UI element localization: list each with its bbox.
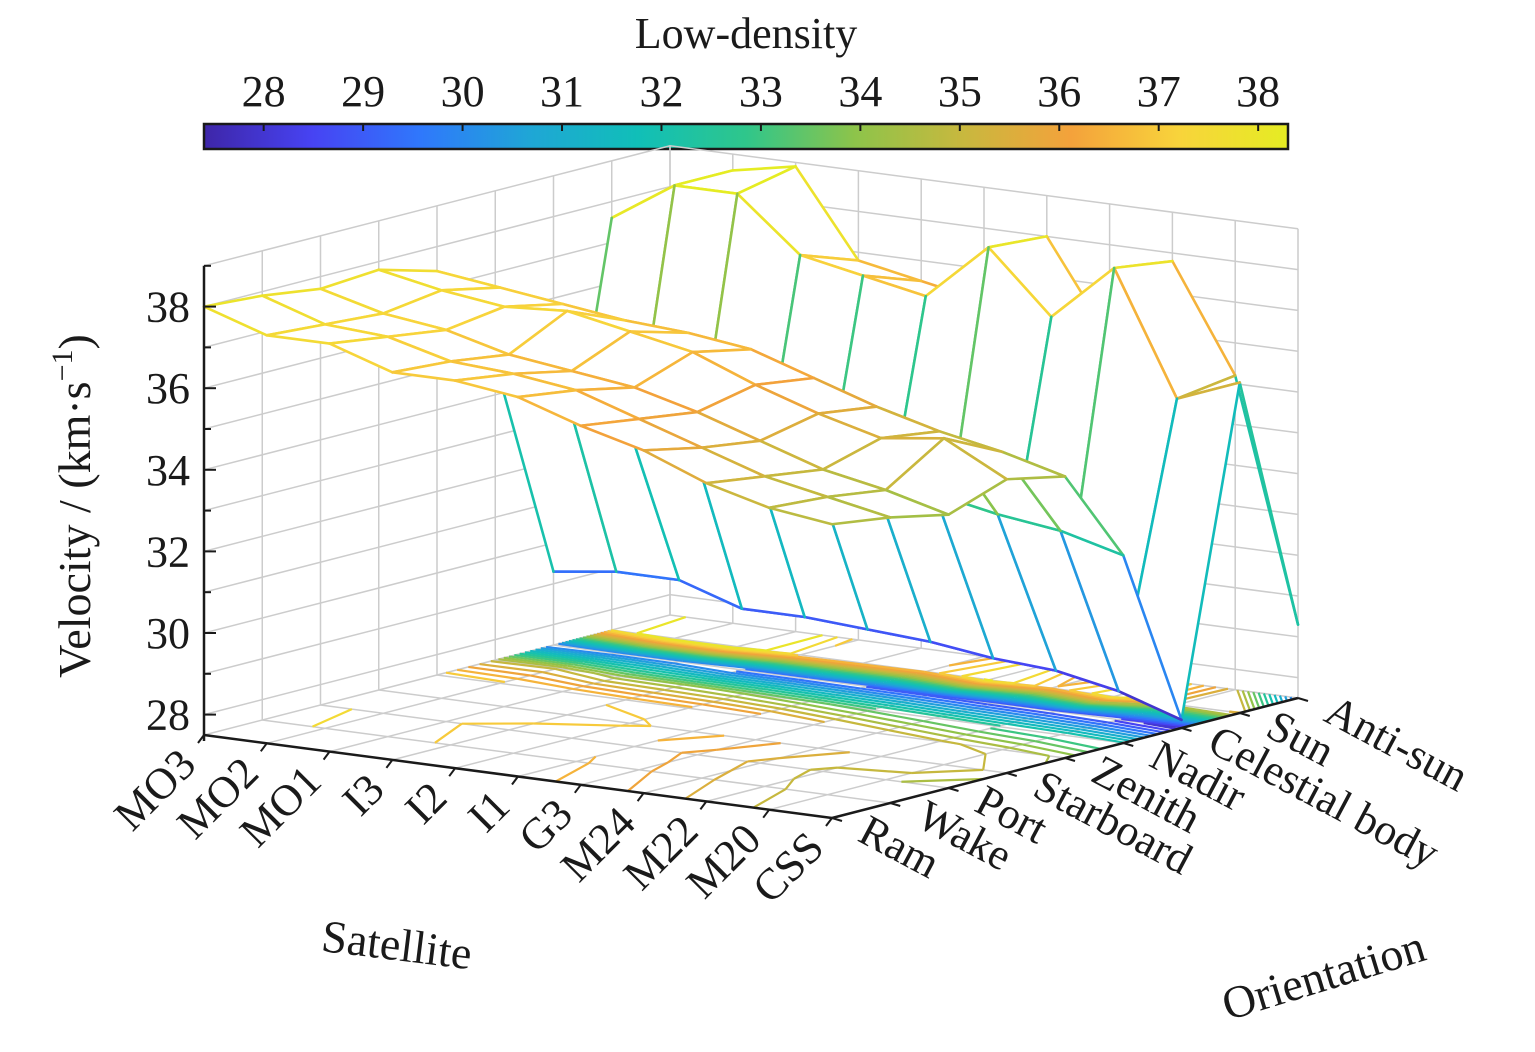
- x-tick-mark: [575, 785, 581, 793]
- contour-segment: [664, 690, 723, 699]
- contour-segment: [1035, 741, 1088, 752]
- contour-segment: [984, 679, 988, 680]
- contour-segment: [857, 714, 912, 724]
- x-tick-mark: [512, 777, 518, 785]
- y-tick-mark: [1123, 743, 1133, 746]
- colorbar-tick-labels: 28 29 30 31 32 33 34 35 36 37 38: [242, 67, 1280, 116]
- x-tick-mark: [386, 760, 392, 768]
- contour-segment: [435, 724, 462, 743]
- satellite-tick-label: I2: [396, 773, 457, 834]
- x-tick-mark: [324, 752, 330, 760]
- contour-segment: [900, 727, 954, 738]
- z-tick-label: 30: [146, 609, 190, 658]
- colorbar-tick-label: 35: [938, 67, 982, 116]
- satellite-tick-label: I1: [459, 781, 520, 842]
- contour-segment: [583, 686, 642, 695]
- contour-segment: [534, 723, 620, 725]
- z-tick-label: 38: [146, 283, 190, 332]
- colorbar-tick-label: 38: [1236, 67, 1280, 116]
- x-tick-mark: [763, 810, 769, 818]
- contour-segment: [978, 731, 1035, 741]
- y-axis-label: Orientation: [1216, 920, 1431, 1030]
- contour-segment: [966, 735, 1022, 745]
- contour-segment: [983, 754, 985, 770]
- contour-segment: [530, 675, 583, 686]
- surface-mesh-edge: [630, 332, 688, 333]
- colorbar-tick-label: 30: [441, 67, 485, 116]
- contour-segment: [606, 705, 645, 720]
- contour-segment: [653, 693, 713, 702]
- contour-segment: [543, 672, 594, 683]
- colorbar-tick-label: 28: [242, 67, 286, 116]
- surface-mesh-edge: [379, 270, 437, 271]
- y-tick-mark: [949, 788, 959, 791]
- z-axis-label-exponent: −1: [46, 350, 79, 382]
- z-tick-label: 34: [146, 446, 190, 495]
- contour-segment: [604, 681, 664, 690]
- contour-segment: [1275, 695, 1278, 703]
- y-tick-mark: [1240, 713, 1250, 716]
- contour-segment: [685, 780, 714, 799]
- contour-segment: [457, 670, 517, 679]
- contour-segment: [1264, 693, 1268, 705]
- x-tick-mark: [261, 743, 267, 751]
- y-tick-mark: [1298, 698, 1308, 701]
- colorbar-tick-label: 37: [1137, 67, 1181, 116]
- contour-segment: [1269, 694, 1273, 704]
- contour-segment: [912, 724, 967, 734]
- y-tick-mark: [1182, 728, 1192, 731]
- y-tick-mark: [1065, 758, 1075, 761]
- x-tick-mark: [700, 801, 706, 809]
- z-tick-label: 36: [146, 364, 190, 413]
- contour-segment: [637, 617, 686, 633]
- z-axis-label: Velocity / (km·s−1): [46, 334, 100, 678]
- y-tick-mark: [832, 818, 842, 821]
- colorbar-tick-label: 32: [639, 67, 683, 116]
- z-axis-label-text: Velocity / (km·s: [49, 381, 100, 677]
- contour-segment: [837, 768, 911, 773]
- z-axis-label-close: ): [49, 334, 100, 349]
- y-tick-mark: [890, 803, 900, 806]
- contour-segment: [846, 716, 900, 727]
- z-tick-label: 28: [146, 691, 190, 740]
- y-tick-mark: [1007, 773, 1017, 776]
- colorbar-tick-label: 33: [739, 67, 783, 116]
- colorbar-tick-label: 31: [540, 67, 584, 116]
- x-axis-label: Satellite: [319, 910, 475, 979]
- x-tick-mark: [449, 768, 455, 776]
- x-tick-mark: [826, 818, 832, 826]
- contour-segment: [312, 709, 351, 726]
- contour-segment: [1111, 697, 1125, 698]
- colorbar-bar: [204, 124, 1288, 149]
- contour-segment: [594, 684, 654, 693]
- velocity-surface: [204, 166, 1298, 719]
- colorbar-tick-label: 29: [341, 67, 385, 116]
- contour-segment: [468, 667, 530, 676]
- colorbar-title: Low-density: [635, 9, 857, 58]
- satellite-tick-label: I3: [333, 764, 394, 825]
- colorbar-tick-label: 34: [838, 67, 882, 116]
- colorbar: Low-density 28 29 30 31 32 33 34 35 36 37 38: [204, 9, 1288, 149]
- contour-segment: [682, 750, 717, 753]
- z-tick-label: 32: [146, 527, 190, 576]
- contour-segment: [754, 789, 786, 807]
- surface-mesh-edge: [1235, 376, 1298, 625]
- colorbar-tick-label: 36: [1037, 67, 1081, 116]
- contour-segment: [628, 771, 652, 791]
- contour-segment: [1259, 693, 1264, 707]
- x-tick-mark: [638, 793, 644, 801]
- contour-segment: [954, 738, 1010, 748]
- contour-segment: [717, 743, 781, 750]
